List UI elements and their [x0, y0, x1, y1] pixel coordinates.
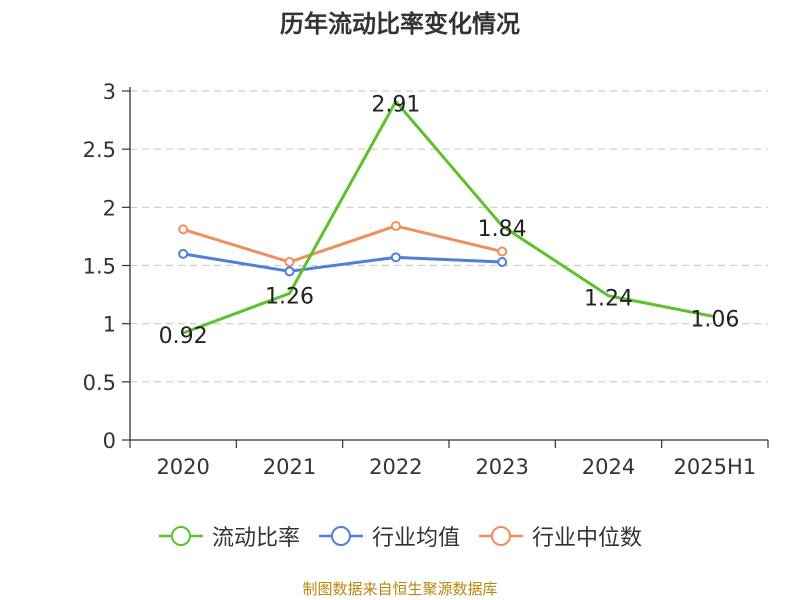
data-point [284, 266, 295, 277]
legend-label: 流动比率 [211, 526, 300, 551]
legend-line-icon [479, 526, 523, 546]
y-tick-label: 0 [103, 429, 116, 453]
series-line [182, 99, 716, 335]
chart-title: 历年流动比率变化情况 [280, 10, 520, 38]
legend-line-icon [158, 526, 203, 546]
series-line [182, 252, 503, 273]
series-line [182, 224, 503, 264]
x-tick-label: 2023 [475, 455, 528, 479]
data-label: 1.24 [584, 287, 633, 312]
data-labels: 0.92 1.26 2.91 1.84 1.24 1.06 [159, 92, 740, 349]
source-note: 制图数据来自恒生聚源数据库 [302, 580, 498, 598]
y-tick-label: 2.5 [83, 138, 116, 162]
data-point [178, 224, 189, 235]
data-label: 0.92 [159, 324, 208, 349]
axes: 0 0.5 1 1.5 2 2.5 3 2020 2021 2022 2023 2024 2025H1 [83, 80, 769, 479]
legend-item-industry-median[interactable]: 行业中位数 [478, 520, 642, 552]
data-label: 1.26 [265, 284, 314, 309]
y-tick-label: 1 [103, 313, 116, 337]
x-tick-label: 2024 [582, 455, 635, 479]
data-point [390, 220, 401, 231]
x-tick-label: 2020 [156, 455, 209, 479]
legend-label: 行业中位数 [532, 526, 643, 551]
data-point [390, 252, 401, 263]
data-point [497, 257, 508, 268]
legend-label: 行业均值 [371, 526, 460, 551]
legend-line-icon [318, 526, 363, 546]
data-label: 2.91 [371, 92, 420, 117]
x-tick-label: 2025H1 [674, 455, 757, 479]
legend-item-industry-mean[interactable]: 行业均值 [318, 520, 460, 552]
x-tick-label: 2022 [369, 455, 422, 479]
grid-lines [130, 90, 768, 383]
x-tick-label: 2021 [263, 455, 316, 479]
y-tick-label: 2 [103, 196, 116, 220]
data-point [178, 248, 189, 259]
legend: 流动比率 行业均值 行业中位数 [0, 520, 800, 552]
data-label: 1.84 [478, 217, 527, 242]
data-point [497, 246, 508, 257]
data-label: 1.06 [690, 308, 739, 333]
y-tick-label: 0.5 [83, 371, 116, 395]
y-tick-label: 1.5 [83, 255, 116, 279]
legend-item-current-ratio[interactable]: 流动比率 [158, 520, 300, 552]
series-lines [178, 99, 716, 335]
y-tick-label: 3 [103, 80, 116, 104]
data-point [284, 257, 295, 268]
